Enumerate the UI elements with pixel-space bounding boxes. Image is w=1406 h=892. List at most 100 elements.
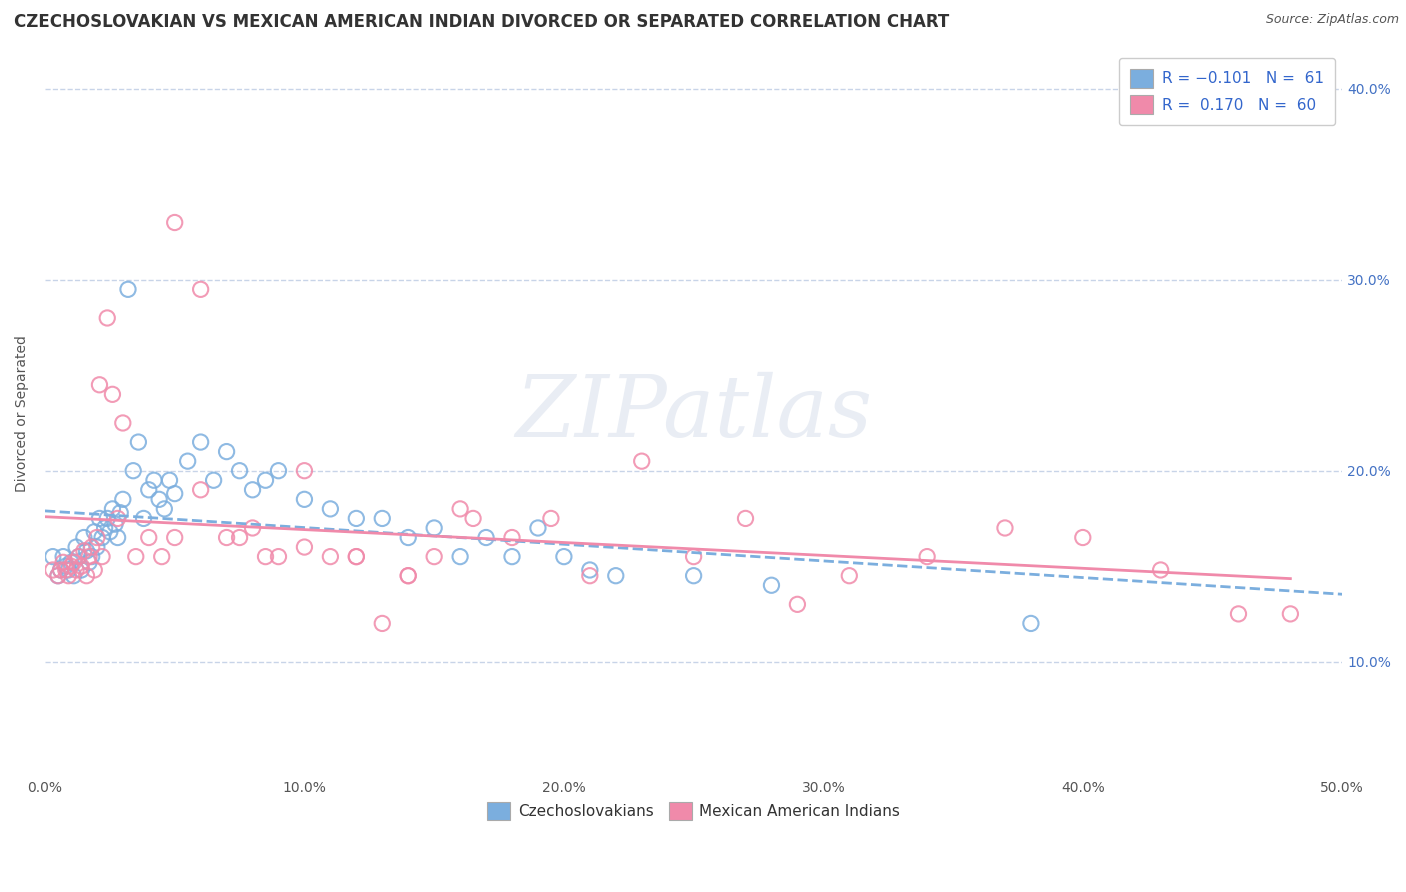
Point (294, 464, 316, 478)
Point (396, 531, 419, 545)
Point (101, 387, 124, 401)
Point (58, 563, 80, 577)
Point (67, 549, 90, 564)
Point (344, 549, 367, 564)
Point (630, 454, 652, 468)
Point (761, 578, 783, 592)
Point (423, 549, 446, 564)
Point (73, 544, 96, 558)
Point (242, 521, 264, 535)
Point (449, 549, 471, 564)
Point (89, 377, 111, 392)
Point (111, 416, 134, 430)
Point (994, 521, 1017, 535)
Point (1019, 616, 1042, 631)
Point (371, 511, 394, 525)
Point (52, 549, 75, 564)
Point (132, 511, 155, 525)
Point (96, 511, 118, 525)
Point (77, 549, 100, 564)
Point (153, 501, 176, 516)
Point (65, 540, 87, 554)
Point (163, 531, 186, 545)
Point (254, 549, 277, 564)
Point (501, 549, 523, 564)
Point (55, 563, 77, 577)
Point (96, 310, 118, 325)
Point (786, 598, 808, 612)
Point (148, 492, 170, 507)
Point (294, 492, 316, 507)
Point (501, 531, 523, 545)
Point (62, 568, 84, 582)
Text: ZIPatlas: ZIPatlas (515, 372, 872, 455)
Point (734, 511, 756, 525)
Point (682, 568, 704, 582)
Point (344, 549, 367, 564)
Point (42, 563, 65, 577)
Point (1279, 607, 1302, 621)
Point (138, 483, 160, 497)
Point (1227, 607, 1250, 621)
Point (58, 568, 80, 582)
Point (540, 511, 562, 525)
Point (49, 563, 72, 577)
Point (1149, 563, 1171, 577)
Point (70, 563, 93, 577)
Point (77, 555, 100, 569)
Point (294, 540, 316, 554)
Point (319, 549, 342, 564)
Point (125, 549, 148, 564)
Point (579, 563, 602, 577)
Point (46, 568, 69, 582)
Point (475, 531, 498, 545)
Point (915, 549, 938, 564)
Point (579, 568, 602, 582)
Point (117, 282, 139, 296)
Point (52, 555, 75, 569)
Point (242, 483, 264, 497)
Point (83, 563, 105, 577)
Point (122, 464, 145, 478)
Point (163, 215, 186, 229)
Point (423, 521, 446, 535)
Point (42, 549, 65, 564)
Point (55, 559, 77, 574)
Point (254, 473, 277, 487)
Point (267, 549, 290, 564)
Point (59, 559, 82, 574)
Point (267, 464, 290, 478)
Point (110, 506, 132, 520)
Point (101, 501, 124, 516)
Point (98, 524, 121, 539)
Point (190, 483, 212, 497)
Point (80, 540, 103, 554)
Point (190, 435, 212, 450)
Point (70, 559, 93, 574)
Point (107, 511, 129, 525)
Point (62, 555, 84, 569)
Text: CZECHOSLOVAKIAN VS MEXICAN AMERICAN INDIAN DIVORCED OR SEPARATED CORRELATION CHA: CZECHOSLOVAKIAN VS MEXICAN AMERICAN INDI… (14, 13, 949, 31)
Point (215, 531, 238, 545)
Point (319, 501, 342, 516)
Point (396, 568, 419, 582)
Point (605, 568, 627, 582)
Point (215, 444, 238, 458)
Point (1071, 531, 1094, 545)
Y-axis label: Divorced or Separated: Divorced or Separated (15, 335, 30, 491)
Point (80, 549, 103, 564)
Point (65, 563, 87, 577)
Point (111, 492, 134, 507)
Point (59, 555, 82, 569)
Point (73, 531, 96, 545)
Point (127, 435, 149, 450)
Point (371, 616, 394, 631)
Point (76, 544, 98, 558)
Text: Source: ZipAtlas.com: Source: ZipAtlas.com (1265, 13, 1399, 27)
Point (553, 549, 575, 564)
Point (527, 521, 550, 535)
Point (83, 524, 105, 539)
Point (461, 511, 484, 525)
Point (138, 531, 160, 545)
Point (150, 549, 173, 564)
